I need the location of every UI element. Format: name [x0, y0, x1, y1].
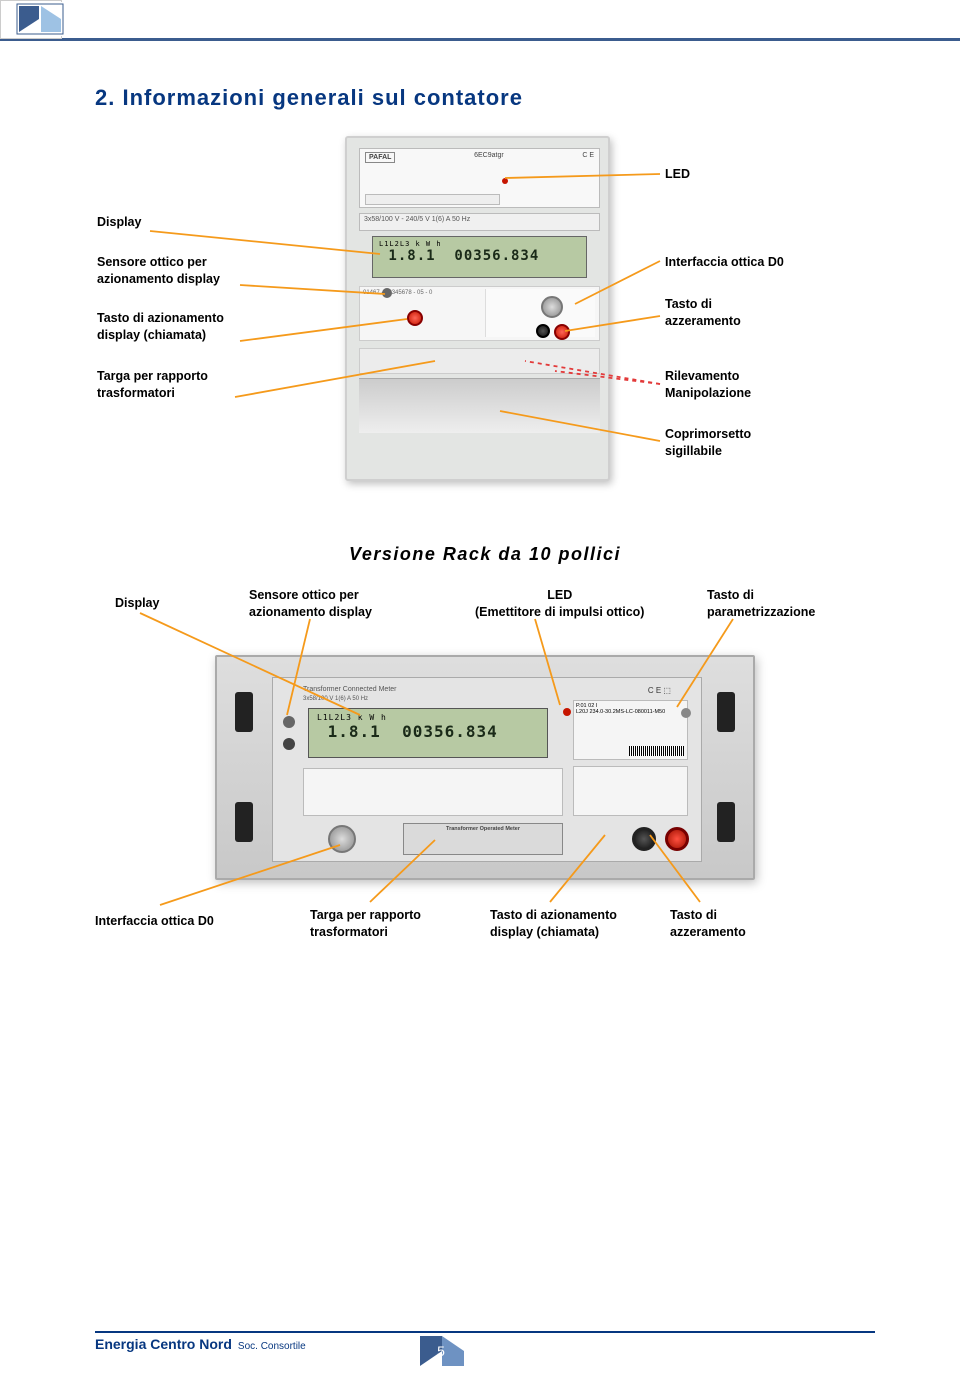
- reset-button-icon: [536, 324, 550, 338]
- diagram-meter: Display Sensore ottico per azionamento d…: [95, 136, 875, 506]
- meter-lcd: L1L2L3 k W h 1.8.1 00356.834: [372, 236, 587, 278]
- toggle-button-icon: [554, 324, 570, 340]
- rack-legend2: P.01 02 IL20J 234.0-30.2MS-LC-080011-M50: [573, 700, 688, 760]
- label-tasto-chiamata: Tasto di azionamento display (chiamata): [97, 310, 224, 344]
- rack-red-knob-icon: [665, 827, 689, 851]
- label-rilevamento: Rilevamento Manipolazione: [665, 368, 751, 402]
- rack-legend1: [303, 768, 563, 816]
- header-logo: [15, 2, 65, 36]
- rack-legend3: [573, 766, 688, 816]
- section-title: 2. Informazioni generali sul contatore: [95, 85, 875, 111]
- label-r-azzer: Tasto di azzeramento: [670, 907, 746, 941]
- rack-face: Transformer Connected Meter 3x58/100 V 1…: [272, 677, 702, 862]
- footer-subbrand: Soc. Consortile: [238, 1341, 306, 1352]
- label-r-targa: Targa per rapporto trasformatori: [310, 907, 421, 941]
- call-button-icon: [407, 310, 423, 326]
- label-r-chiamata: Tasto di azionamento display (chiamata): [490, 907, 617, 941]
- label-azzeramento: Tasto di azzeramento: [665, 296, 741, 330]
- label-r-interfaccia: Interfaccia ottica D0: [95, 913, 214, 930]
- label-led: LED: [665, 166, 690, 183]
- subtitle: Versione Rack da 10 pollici: [95, 544, 875, 565]
- footer-brand: Energia Centro Nord: [95, 1336, 232, 1352]
- rack-device: Transformer Connected Meter 3x58/100 V 1…: [215, 655, 755, 880]
- optical-port-icon: [541, 296, 563, 318]
- rack-lcd: L1L2L3 k W h 1.8.1 00356.834: [308, 708, 548, 758]
- led-dot-icon: [502, 178, 508, 184]
- rack-black-knob-icon: [632, 827, 656, 851]
- label-targa: Targa per rapporto trasformatori: [97, 368, 208, 402]
- meter-device: PAFAL 6EC9atgr C E 3x58/100 V - 240/5 V …: [345, 136, 610, 481]
- rack-sensor-icon: [283, 716, 295, 728]
- rack-disp-btn-icon: [283, 738, 295, 750]
- label-r-led: LED (Emettitore di impulsi ottico): [475, 587, 644, 621]
- meter-terminal-cover: [359, 378, 600, 433]
- meter-rating-strip: 3x58/100 V - 240/5 V 1(6) A 50 Hz: [359, 213, 600, 231]
- header-rule: [0, 38, 960, 41]
- label-display: Display: [97, 214, 141, 231]
- rack-param-btn-icon: [681, 708, 691, 718]
- footer: Energia Centro Nord Soc. Consortile: [95, 1331, 875, 1352]
- label-r-sensore: Sensore ottico per azionamento display: [249, 587, 372, 621]
- diagram-rack: Display Sensore ottico per azionamento d…: [95, 585, 875, 945]
- label-sensore: Sensore ottico per azionamento display: [97, 254, 220, 288]
- sensor-hole-icon: [382, 288, 392, 298]
- label-coprimorsetto: Coprimorsetto sigillabile: [665, 426, 751, 460]
- rack-plate: Transformer Operated Meter: [403, 823, 563, 855]
- meter-nameplate: PAFAL 6EC9atgr C E: [359, 148, 600, 208]
- label-r-param: Tasto di parametrizzazione: [707, 587, 815, 621]
- rack-optical-port-icon: [328, 825, 356, 853]
- rack-led-icon: [563, 708, 571, 716]
- label-r-display: Display: [115, 595, 159, 612]
- label-interfaccia: Interfaccia ottica D0: [665, 254, 784, 271]
